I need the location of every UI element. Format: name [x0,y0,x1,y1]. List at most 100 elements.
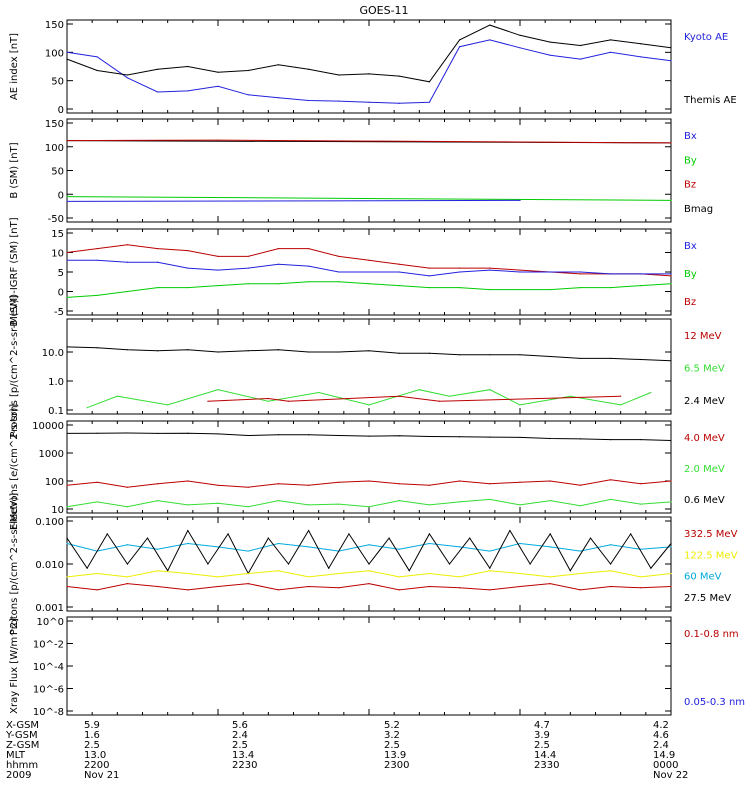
data-point [418,389,420,391]
data-point [519,542,521,545]
data-point [267,400,269,402]
y-tick-label: 50 [51,77,64,88]
data-point [489,589,491,591]
data-point [217,269,219,271]
data-point [277,263,279,265]
data-point [368,350,370,352]
data-point [187,287,189,289]
footer-value: 2.5 [232,740,248,751]
data-point [640,576,642,578]
data-point [579,572,582,575]
data-point [489,498,491,501]
data-point [549,546,551,548]
data-point [549,576,551,578]
data-point [549,288,551,291]
series-line [66,199,521,202]
data-point [106,533,108,535]
series-line [207,395,621,402]
data-point [247,69,249,72]
data-point [217,85,219,87]
y-tick-label: 0.001 [35,603,64,614]
y-tick-label: -5 [54,307,64,318]
data-point [247,486,249,488]
series-bx [66,199,521,202]
data-point [328,567,330,569]
data-point [428,275,430,277]
data-point [368,506,370,508]
data-point [398,285,400,287]
data-point [187,572,189,575]
legend-entry: Themis AE [683,95,737,106]
data-point [308,585,310,588]
data-point [610,479,612,481]
y-tick-label: -50 [48,214,64,225]
data-point [277,589,279,591]
data-point [227,533,229,535]
data-point [247,506,249,508]
data-point [610,544,612,546]
footer-value: Nov 22 [653,770,688,781]
data-point [247,283,249,285]
data-point [126,261,128,263]
data-point [398,589,400,591]
series-by [66,281,672,298]
data-point [640,43,642,45]
y-tick-label: 1000 [39,449,64,460]
data-point [66,537,68,539]
footer-value: 2.5 [534,740,550,751]
data-point [66,346,68,348]
data-point [308,576,310,578]
data-point [157,261,159,263]
y-tick-label: 10^0 [37,617,64,628]
data-point [549,437,551,440]
data-point [348,533,350,535]
footer-row-label: Y-GSM [5,730,38,741]
data-point [126,506,128,508]
data-point [549,355,551,358]
data-point [308,99,310,102]
data-point [116,395,118,397]
data-point [96,589,98,591]
data-point [66,200,68,202]
footer-row-label: hhmm [6,760,38,771]
panel-frame [66,118,672,223]
data-point [277,570,279,572]
data-point [96,56,98,58]
data-point [66,542,68,545]
data-point [217,255,219,257]
y-tick-label: 5 [58,268,64,279]
legend-entry: 12 MeV [684,331,722,342]
data-point [157,350,159,352]
y-tick-label: 150 [45,20,64,31]
y-axis-label: Protons [p/(cm^2-s-sr-MeV)] [9,295,20,437]
series-line [66,39,672,104]
data-point [157,248,159,250]
data-point [96,481,98,483]
data-point [529,563,531,565]
data-point [217,285,219,287]
data-point [519,47,521,49]
data-point [96,572,98,575]
y-tick-label: 15 [51,229,64,240]
data-point [247,94,249,96]
data-point [308,265,310,267]
data-point [640,587,642,589]
footer-row-label: 2009 [6,770,31,781]
data-point [650,567,652,569]
legend-entry: 60 MeV [684,572,722,583]
data-point [126,290,128,293]
data-point [610,439,612,441]
data-point [308,248,310,250]
footer-row-label: MLT [6,750,26,761]
data-point [187,589,189,591]
data-point [640,273,642,275]
legend-entry: By [684,155,697,166]
data-point [126,74,128,76]
data-point [448,563,451,565]
panel-1: -50 0 50 100 150 B (SM) [nT] Bx By Bz Bmag [9,118,713,225]
data-point [217,585,219,588]
data-point [338,434,340,437]
y-tick-label: 0 [58,190,64,201]
footer-value: 2.5 [384,740,400,751]
